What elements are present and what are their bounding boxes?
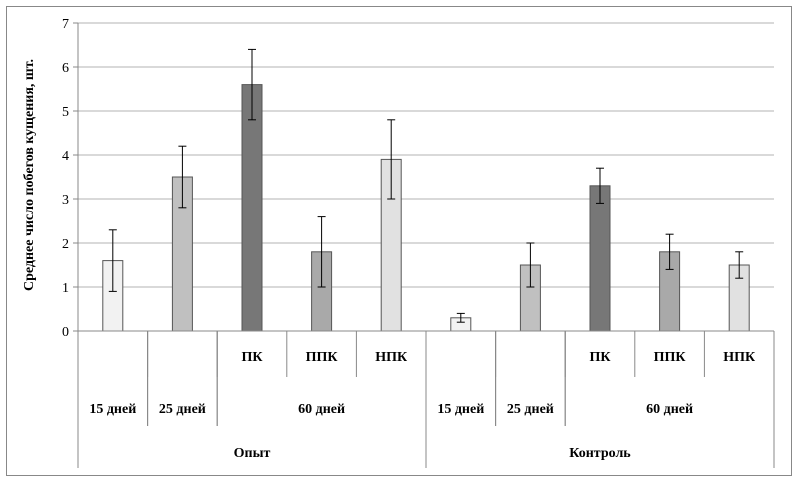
category-label: ПК [589,350,611,365]
chart-container: 0 1 2 3 4 5 6 7 ПК ППК НПК ПК ППК НПК 15 дней 25 дней 6… [6,6,792,476]
bar [241,84,263,332]
group-label: Опыт [234,446,271,461]
group-label: Контроль [569,446,631,461]
category-label: ППК [654,350,687,365]
gridlines [78,22,774,288]
category-label: ПК [241,350,263,365]
bar [589,185,611,332]
y-axis-label: Среднее число побегов кущения, шт. [22,59,37,291]
y-tick-label: 5 [62,105,69,120]
y-tick-label: 1 [62,281,69,296]
category-table: ПК ППК НПК ПК ППК НПК 15 дней 25 дней 60 дней 15 … [77,331,775,468]
period-label: 25 дней [507,402,554,417]
category-label: НПК [375,350,408,365]
category-label: НПК [723,350,756,365]
error-bars [108,48,744,323]
period-label: 15 дней [437,402,484,417]
y-tick-label: 0 [62,325,69,340]
y-tick-label: 7 [62,17,69,32]
y-tick-label: 4 [62,149,69,164]
period-label: 25 дней [159,402,206,417]
period-label: 15 дней [89,402,136,417]
category-label: ППК [306,350,339,365]
period-label: 60 дней [298,402,345,417]
period-label: 60 дней [646,402,693,417]
y-tick-label: 3 [62,193,69,208]
y-tick-label: 2 [62,237,69,252]
y-tick-label: 6 [62,61,69,76]
bar-chart: 0 1 2 3 4 5 6 7 ПК ППК НПК ПК ППК НПК 15 дней 25 дней 6… [6,6,792,476]
